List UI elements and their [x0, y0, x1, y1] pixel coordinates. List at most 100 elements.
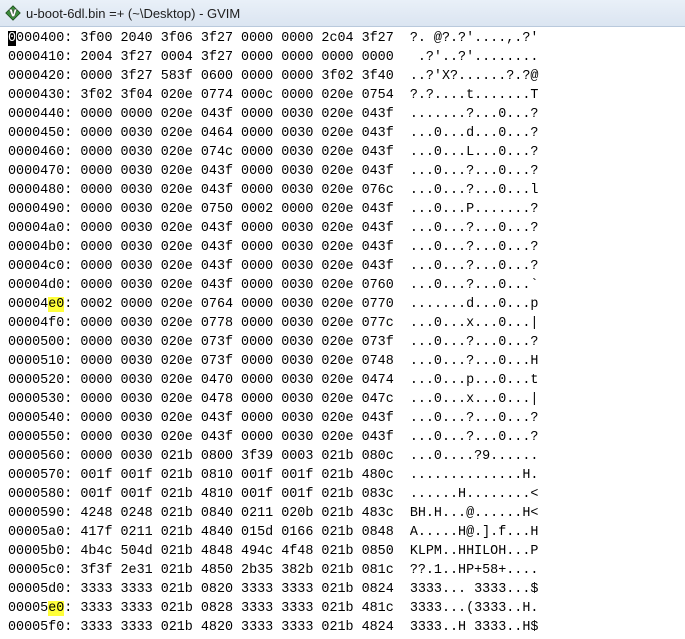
hex-line[interactable]: 0000530: 0000 0030 020e 0478 0000 0030 0…: [8, 390, 538, 409]
offset-prefix: 0000590:: [8, 506, 73, 521]
ascii-column: ...0...?...0...`: [409, 278, 539, 293]
hex-line[interactable]: 0000440: 0000 0000 020e 043f 0000 0030 0…: [8, 105, 538, 124]
hex-bytes: 3f00 2040 3f06 3f27 0000 0000 2c04 3f27: [80, 31, 394, 46]
hex-line[interactable]: 0000590: 4248 0248 021b 0840 0211 020b 0…: [8, 504, 538, 523]
search-match-highlight: e0: [48, 601, 65, 616]
hex-line[interactable]: 0000510: 0000 0030 020e 073f 0000 0030 0…: [8, 352, 538, 371]
hex-line[interactable]: 00004e0: 0002 0000 020e 0764 0000 0030 0…: [8, 295, 538, 314]
ascii-column: ...0...?...0...?: [409, 411, 539, 426]
offset: 0000520:: [8, 371, 72, 390]
offset: 0000590:: [8, 504, 72, 523]
hex-editor-buffer[interactable]: 0000400: 3f00 2040 3f06 3f27 0000 0000 2…: [0, 28, 685, 639]
hex-bytes: 3333 3333 021b 0820 3333 3333 021b 0824: [80, 582, 394, 597]
offset: 0000560:: [8, 447, 72, 466]
offset: 00004e0:: [8, 295, 72, 314]
hex-bytes: 2004 3f27 0004 3f27 0000 0000 0000 0000: [80, 50, 394, 65]
hex-bytes: 001f 001f 021b 0810 001f 001f 021b 480c: [80, 468, 394, 483]
title-bar[interactable]: u-boot-6dl.bin =+ (~\Desktop) - GVIM: [0, 0, 685, 27]
hex-bytes: 0000 0030 020e 043f 0000 0030 020e 043f: [80, 430, 394, 445]
ascii-column: ...0...?...0...?: [409, 164, 539, 179]
hex-line[interactable]: 0000480: 0000 0030 020e 043f 0000 0030 0…: [8, 181, 538, 200]
offset-prefix: 00004a0:: [8, 221, 73, 236]
hex-line[interactable]: 00005d0: 3333 3333 021b 0820 3333 3333 0…: [8, 580, 538, 599]
hex-bytes: 417f 0211 021b 4840 015d 0166 021b 0848: [80, 525, 394, 540]
ascii-column: .......?...0...?: [409, 107, 539, 122]
ascii-column: ...0...x...0...|: [409, 316, 539, 331]
hex-line[interactable]: 0000490: 0000 0030 020e 0750 0002 0000 0…: [8, 200, 538, 219]
hex-line[interactable]: 00004f0: 0000 0030 020e 0778 0000 0030 0…: [8, 314, 538, 333]
hex-bytes: 0000 0030 020e 0778 0000 0030 020e 077c: [80, 316, 394, 331]
hex-bytes: 0000 0030 020e 074c 0000 0030 020e 043f: [80, 145, 394, 160]
hex-line[interactable]: 0000410: 2004 3f27 0004 3f27 0000 0000 0…: [8, 48, 538, 67]
ascii-column: ?.?....t.......T: [409, 88, 539, 103]
ascii-column: ...0...p...0...t: [409, 373, 539, 388]
hex-bytes: 4248 0248 021b 0840 0211 020b 021b 483c: [80, 506, 394, 521]
ascii-column: ..?'X?......?.?@: [409, 69, 539, 84]
hex-bytes: 3f02 3f04 020e 0774 000c 0000 020e 0754: [80, 88, 394, 103]
ascii-column: ...0...P.......?: [409, 202, 539, 217]
offset: 0000530:: [8, 390, 72, 409]
offset: 00005c0:: [8, 561, 72, 580]
offset: 0000450:: [8, 124, 72, 143]
ascii-column: 3333... 3333...$: [409, 582, 539, 597]
offset-prefix: 0000560:: [8, 449, 73, 464]
offset-prefix: 00005a0:: [8, 525, 73, 540]
offset-prefix: 00005b0:: [8, 544, 73, 559]
hex-bytes: 0000 0030 020e 073f 0000 0030 020e 073f: [80, 335, 394, 350]
hex-line[interactable]: 00005c0: 3f3f 2e31 021b 4850 2b35 382b 0…: [8, 561, 538, 580]
offset: 0000580:: [8, 485, 72, 504]
hex-bytes: 0000 3f27 583f 0600 0000 0000 3f02 3f40: [80, 69, 394, 84]
hex-bytes: 3333 3333 021b 0828 3333 3333 021b 481c: [80, 601, 394, 616]
hex-line[interactable]: 00004b0: 0000 0030 020e 043f 0000 0030 0…: [8, 238, 538, 257]
offset-prefix: 0000540:: [8, 411, 73, 426]
hex-line[interactable]: 00004c0: 0000 0030 020e 043f 0000 0030 0…: [8, 257, 538, 276]
hex-line[interactable]: 00005f0: 3333 3333 021b 4820 3333 3333 0…: [8, 618, 538, 637]
ascii-column: ...0....?9......: [409, 449, 539, 464]
ascii-column: ...0...?...0...l: [409, 183, 539, 198]
offset-prefix: 0000410:: [8, 50, 73, 65]
ascii-column: ??.1..HP+58+....: [409, 563, 539, 578]
offset-prefix: 0000430:: [8, 88, 73, 103]
hex-line[interactable]: 0000460: 0000 0030 020e 074c 0000 0030 0…: [8, 143, 538, 162]
hex-line[interactable]: 0000500: 0000 0030 020e 073f 0000 0030 0…: [8, 333, 538, 352]
hex-line[interactable]: 0000450: 0000 0030 020e 0464 0000 0030 0…: [8, 124, 538, 143]
offset: 00005a0:: [8, 523, 72, 542]
hex-line[interactable]: 0000550: 0000 0030 020e 043f 0000 0030 0…: [8, 428, 538, 447]
hex-line[interactable]: 00005b0: 4b4c 504d 021b 4848 494c 4f48 0…: [8, 542, 538, 561]
hex-line[interactable]: 0000570: 001f 001f 021b 0810 001f 001f 0…: [8, 466, 538, 485]
hex-line[interactable]: 00005a0: 417f 0211 021b 4840 015d 0166 0…: [8, 523, 538, 542]
offset-prefix: 0000580:: [8, 487, 73, 502]
offset: 0000400:: [8, 29, 72, 48]
hex-line[interactable]: 0000470: 0000 0030 020e 043f 0000 0030 0…: [8, 162, 538, 181]
offset: 00004c0:: [8, 257, 72, 276]
offset: 0000540:: [8, 409, 72, 428]
text-cursor: 0: [8, 31, 17, 46]
hex-line[interactable]: 00004a0: 0000 0030 020e 043f 0000 0030 0…: [8, 219, 538, 238]
hex-line[interactable]: 0000430: 3f02 3f04 020e 0774 000c 0000 0…: [8, 86, 538, 105]
ascii-column: ...0...d...0...?: [409, 126, 539, 141]
offset-prefix: 0000520:: [8, 373, 73, 388]
gvim-icon[interactable]: [5, 5, 21, 21]
hex-line[interactable]: 0000520: 0000 0030 020e 0470 0000 0030 0…: [8, 371, 538, 390]
offset: 00004f0:: [8, 314, 72, 333]
hex-line[interactable]: 0000580: 001f 001f 021b 4810 001f 001f 0…: [8, 485, 538, 504]
offset-prefix: 0000530:: [8, 392, 73, 407]
hex-line[interactable]: 0000420: 0000 3f27 583f 0600 0000 0000 3…: [8, 67, 538, 86]
offset: 0000460:: [8, 143, 72, 162]
offset: 00005b0:: [8, 542, 72, 561]
hex-bytes: 0000 0030 020e 0470 0000 0030 020e 0474: [80, 373, 394, 388]
hex-line[interactable]: 00005e0: 3333 3333 021b 0828 3333 3333 0…: [8, 599, 538, 618]
offset-prefix: 00004: [8, 297, 49, 312]
offset-prefix: 00004d0:: [8, 278, 73, 293]
offset-prefix: 00005d0:: [8, 582, 73, 597]
hex-bytes: 0002 0000 020e 0764 0000 0030 020e 0770: [80, 297, 394, 312]
hex-line[interactable]: 0000560: 0000 0030 021b 0800 3f39 0003 0…: [8, 447, 538, 466]
offset-rest: 000400:: [16, 31, 73, 46]
hex-line[interactable]: 00004d0: 0000 0030 020e 043f 0000 0030 0…: [8, 276, 538, 295]
hex-bytes: 0000 0030 021b 0800 3f39 0003 021b 080c: [80, 449, 394, 464]
hex-line[interactable]: 0000400: 3f00 2040 3f06 3f27 0000 0000 2…: [8, 29, 538, 48]
offset: 00005f0:: [8, 618, 72, 637]
hex-bytes: 0000 0030 020e 0464 0000 0030 020e 043f: [80, 126, 394, 141]
hex-line[interactable]: 0000540: 0000 0030 020e 043f 0000 0030 0…: [8, 409, 538, 428]
offset-prefix: 0000440:: [8, 107, 73, 122]
